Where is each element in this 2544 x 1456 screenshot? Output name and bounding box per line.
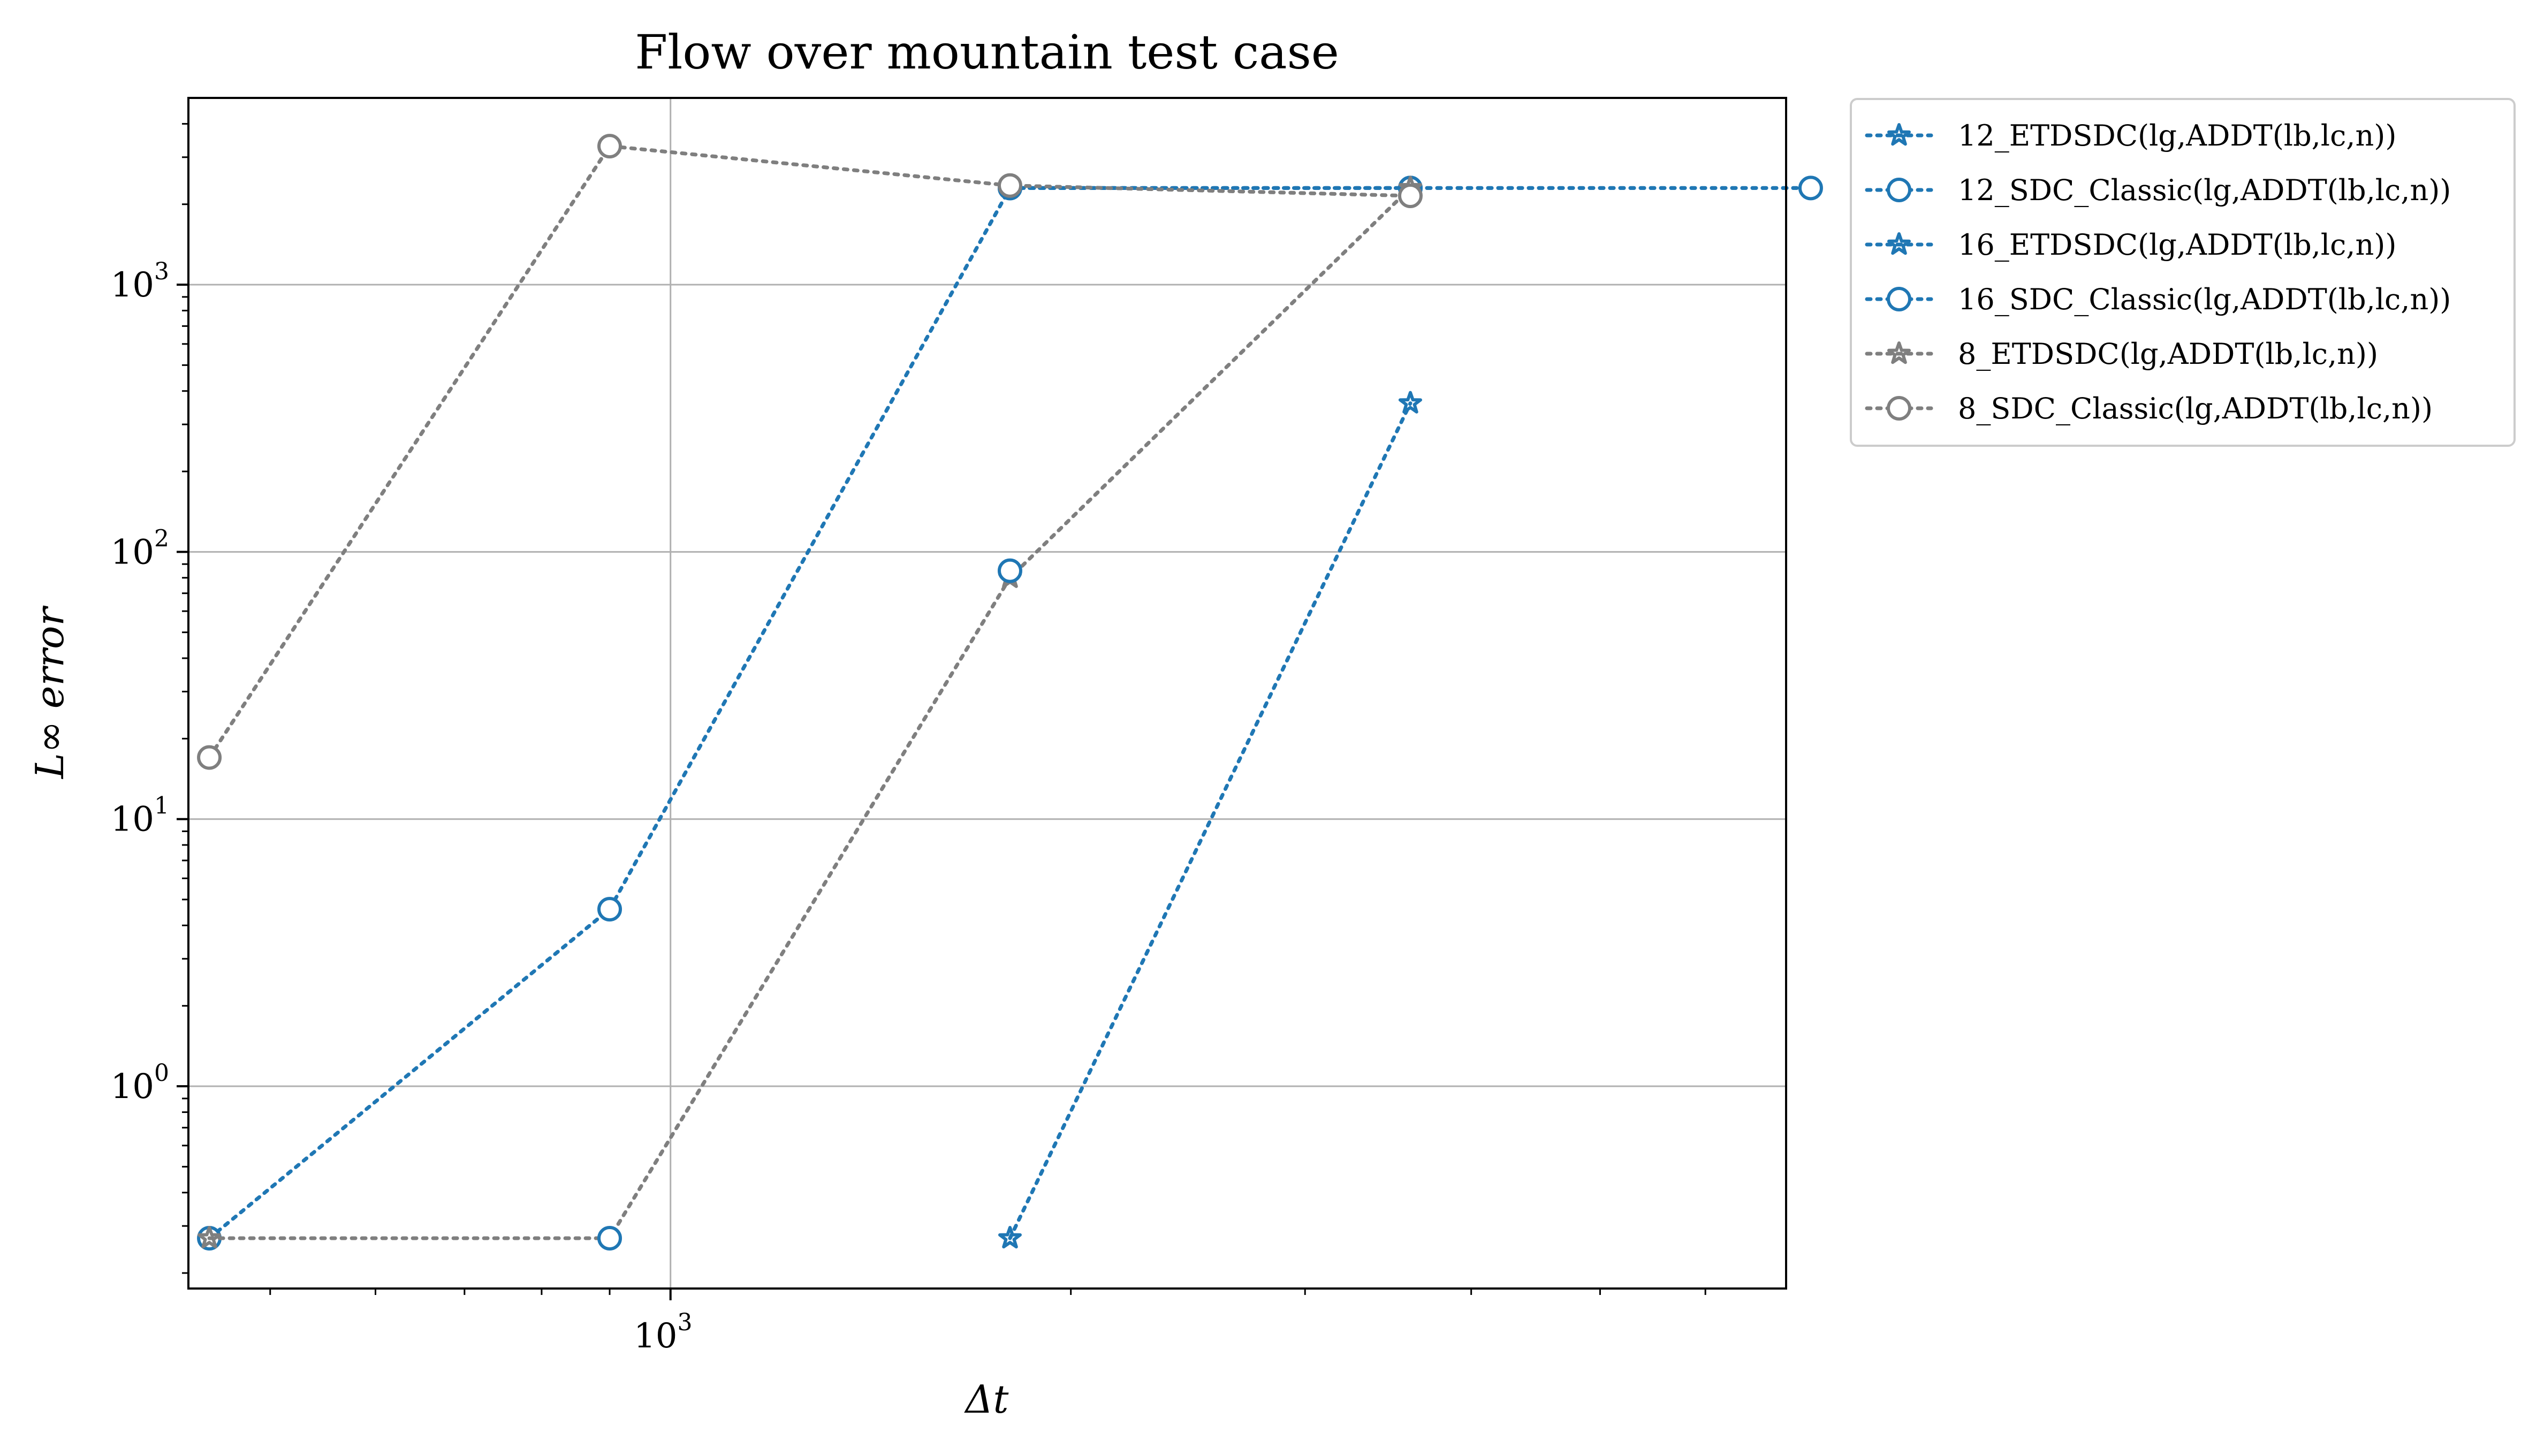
data-point	[997, 173, 1022, 198]
legend-swatch-marker	[1887, 341, 1911, 364]
data-point	[1798, 176, 1823, 201]
legend-swatch-marker	[1887, 178, 1911, 202]
y-tick-label: 100	[111, 1059, 169, 1107]
x-axis-label: Δt	[964, 1377, 1009, 1422]
axis-ticks: 100 101 102 103 103	[111, 123, 1706, 1356]
series-line	[1008, 401, 1413, 1240]
series-line	[207, 186, 1413, 1240]
legend-entry: 16_SDC_Classic(lg,ADDT(lb,lc,n))	[1865, 283, 2451, 316]
data-point	[597, 134, 622, 159]
plot-frame	[187, 97, 1787, 1290]
grid	[188, 98, 1786, 1289]
legend-label: 8_ETDSDC(lg,ADDT(lb,lc,n))	[1958, 337, 2378, 371]
data-point	[198, 1226, 222, 1249]
legend: 12_ETDSDC(lg,ADDT(lb,lc,n)) 12_SDC_Classi…	[1850, 98, 2516, 447]
legend-swatch-marker	[1887, 396, 1911, 421]
legend-swatch-marker	[1887, 287, 1911, 311]
legend-frame	[1850, 98, 2516, 447]
data-point	[1398, 391, 1422, 414]
legend-entry: 16_ETDSDC(lg,ADDT(lb,lc,n))	[1865, 228, 2396, 262]
legend-label: 8_SDC_Classic(lg,ADDT(lb,lc,n))	[1958, 392, 2433, 425]
chart-title: Flow over mountain test case	[635, 25, 1339, 80]
legend-entry: 12_SDC_Classic(lg,ADDT(lb,lc,n))	[1865, 173, 2451, 207]
series-layer	[197, 134, 1823, 1251]
series-3	[998, 391, 1422, 1249]
series-line	[207, 144, 1413, 760]
legend-swatch-marker	[1887, 123, 1911, 146]
legend-swatch-marker	[1887, 232, 1911, 255]
y-tick-label: 102	[111, 525, 169, 572]
legend-label: 12_ETDSDC(lg,ADDT(lb,lc,n))	[1958, 119, 2396, 153]
data-point	[998, 1226, 1022, 1249]
legend-entry: 8_ETDSDC(lg,ADDT(lb,lc,n))	[1865, 337, 2378, 371]
data-point	[197, 745, 222, 770]
legend-label: 16_ETDSDC(lg,ADDT(lb,lc,n))	[1958, 228, 2396, 262]
series-line	[207, 186, 1413, 1240]
series-6	[197, 134, 1423, 770]
data-point	[997, 558, 1022, 583]
y-tick-label: 101	[111, 792, 169, 840]
data-point	[597, 1225, 622, 1251]
y-axis-label: L∞ error	[27, 605, 72, 779]
y-tick-label: 103	[111, 258, 169, 305]
legend-label: 12_SDC_Classic(lg,ADDT(lb,lc,n))	[1958, 173, 2451, 207]
legend-label: 16_SDC_Classic(lg,ADDT(lb,lc,n))	[1958, 283, 2451, 316]
x-tick-label: 103	[634, 1309, 692, 1356]
legend-entry: 8_SDC_Classic(lg,ADDT(lb,lc,n))	[1865, 392, 2433, 425]
legend-entry: 12_ETDSDC(lg,ADDT(lb,lc,n))	[1865, 119, 2396, 153]
data-point	[1398, 184, 1423, 209]
series-4	[197, 176, 1423, 1251]
data-point	[597, 897, 622, 922]
